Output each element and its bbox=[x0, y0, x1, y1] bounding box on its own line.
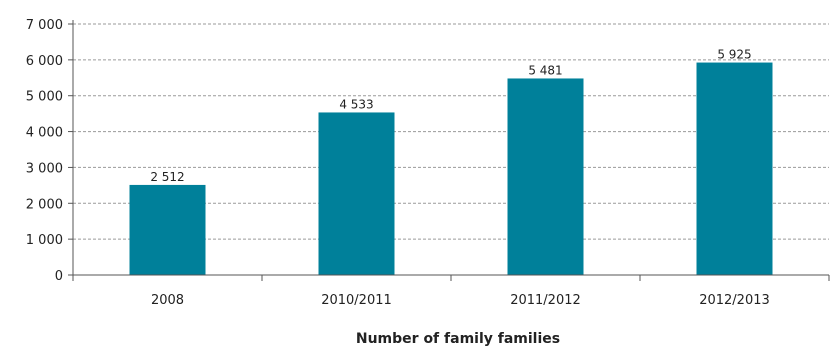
bars bbox=[129, 62, 773, 276]
x-tick-label: 2010/2011 bbox=[321, 293, 392, 308]
bar bbox=[318, 112, 395, 276]
y-tick-label: 0 bbox=[55, 269, 63, 284]
x-tick-label: 2012/2013 bbox=[699, 293, 770, 308]
data-labels: 2 512 4 533 5 481 5 925 bbox=[150, 48, 751, 184]
y-tick-label: 2 000 bbox=[26, 197, 63, 212]
bar-value-label: 5 481 bbox=[528, 63, 562, 77]
bar-value-label: 5 925 bbox=[717, 48, 751, 62]
bar bbox=[696, 62, 773, 275]
y-tick-label: 1 000 bbox=[26, 233, 63, 248]
bar bbox=[129, 184, 206, 275]
bar-value-label: 2 512 bbox=[150, 170, 184, 184]
x-axis-title: Number of family families bbox=[356, 331, 560, 347]
axes: 0 1 000 2 000 3 000 4 000 5 000 6 000 7 000 2008… bbox=[26, 18, 830, 308]
y-tick-label: 6 000 bbox=[26, 54, 63, 69]
x-tick-label: 2008 bbox=[151, 293, 184, 308]
y-tick-label: 7 000 bbox=[26, 18, 63, 33]
bar-value-label: 4 533 bbox=[339, 97, 373, 111]
y-tick-label: 3 000 bbox=[26, 161, 63, 176]
y-tick-label: 4 000 bbox=[26, 126, 63, 141]
x-tick-label: 2011/2012 bbox=[510, 293, 581, 308]
bar bbox=[507, 78, 584, 275]
y-tick-label: 5 000 bbox=[26, 90, 63, 105]
